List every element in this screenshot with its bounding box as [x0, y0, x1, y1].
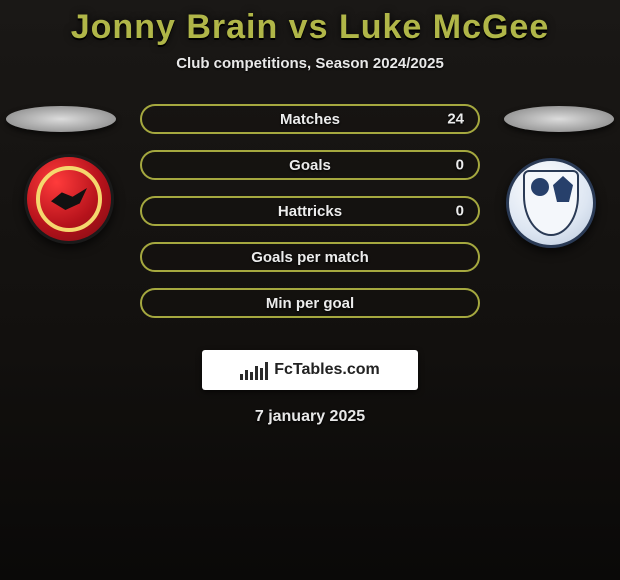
- stat-row-goals-per-match: Goals per match: [140, 242, 480, 272]
- right-player-platform: [504, 106, 614, 132]
- bar-chart-icon: [240, 360, 268, 380]
- stat-right-value: 0: [456, 157, 464, 174]
- right-club-crest: [506, 158, 596, 248]
- stat-row-hattricks: Hattricks 0: [140, 196, 480, 226]
- footer-date: 7 january 2025: [0, 408, 620, 426]
- stat-label: Matches: [280, 111, 340, 128]
- stat-label: Min per goal: [266, 295, 354, 312]
- stat-right-value: 24: [447, 111, 464, 128]
- tranmere-shield-icon: [523, 170, 579, 236]
- stat-row-matches: Matches 24: [140, 104, 480, 134]
- left-player-platform: [6, 106, 116, 132]
- stat-label: Goals: [289, 157, 331, 174]
- stat-label: Hattricks: [278, 203, 342, 220]
- brand-badge: FcTables.com: [202, 350, 418, 390]
- left-club-crest: [24, 154, 114, 244]
- page-title: Jonny Brain vs Luke McGee: [0, 0, 620, 47]
- walsall-bird-icon: [51, 188, 87, 210]
- page-subtitle: Club competitions, Season 2024/2025: [0, 55, 620, 72]
- brand-text: FcTables.com: [274, 361, 380, 379]
- stat-label: Goals per match: [251, 249, 369, 266]
- stat-row-goals: Goals 0: [140, 150, 480, 180]
- comparison-arena: Matches 24 Goals 0 Hattricks 0 Goals per…: [0, 106, 620, 336]
- stat-rows: Matches 24 Goals 0 Hattricks 0 Goals per…: [140, 104, 480, 334]
- stat-right-value: 0: [456, 203, 464, 220]
- stat-row-min-per-goal: Min per goal: [140, 288, 480, 318]
